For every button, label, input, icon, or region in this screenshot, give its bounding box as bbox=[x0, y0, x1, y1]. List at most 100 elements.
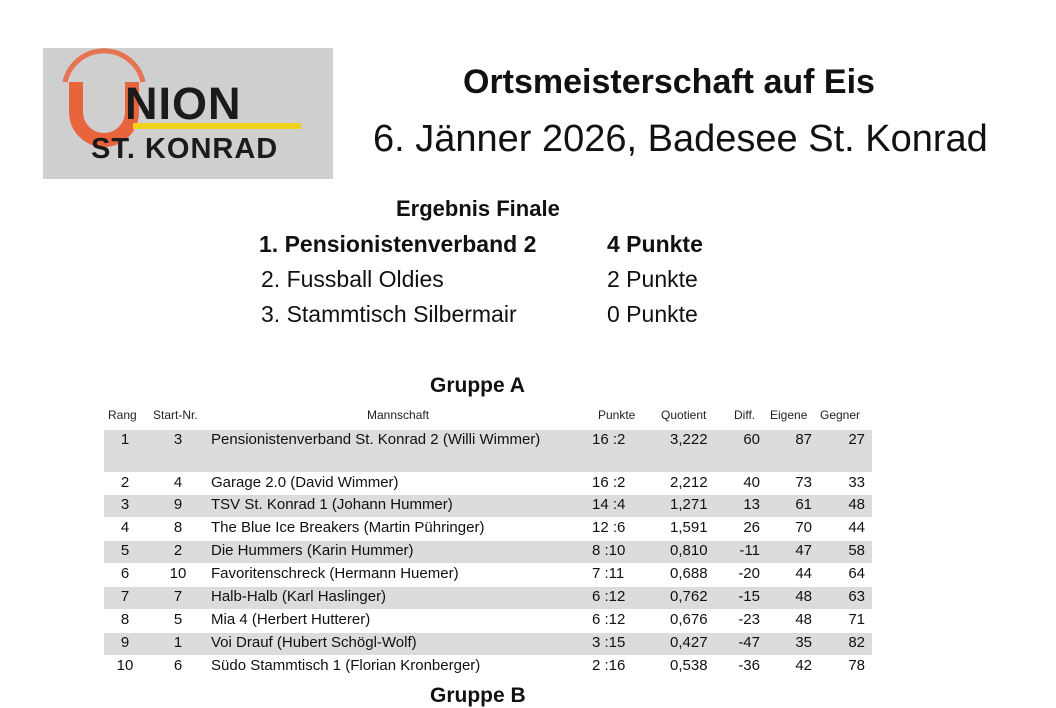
cell-rang: 3 bbox=[120, 496, 130, 513]
final-points: 0 Punkte bbox=[607, 301, 698, 327]
table-row: 10 6 Südo Stammtisch 1 (Florian Kronberger… bbox=[104, 656, 872, 678]
cell-rang: 8 bbox=[120, 611, 130, 628]
logo-place: ST. KONRAD bbox=[91, 133, 279, 165]
cell-gegner: 58 bbox=[848, 542, 865, 559]
cell-diff: -47 bbox=[738, 634, 760, 651]
cell-team: Die Hummers (Karin Hummer) bbox=[211, 542, 414, 559]
cell-start: 7 bbox=[173, 588, 183, 605]
cell-gegner: 78 bbox=[848, 657, 865, 674]
cell-start: 8 bbox=[173, 519, 183, 536]
cell-team: The Blue Ice Breakers (Martin Pühringer) bbox=[211, 519, 485, 536]
table-row: 8 5 Mia 4 (Herbert Hutterer) 6 :12 0,676 -23 4… bbox=[104, 610, 872, 632]
cell-punkte: 3 :15 bbox=[592, 634, 626, 651]
cell-rang: 7 bbox=[120, 588, 130, 605]
cell-punkte: 2 :16 bbox=[592, 657, 626, 674]
cell-gegner: 63 bbox=[848, 588, 865, 605]
cell-punkte: 14 :4 bbox=[592, 496, 626, 513]
cell-rang: 9 bbox=[120, 634, 130, 651]
final-points: 4 Punkte bbox=[607, 231, 703, 257]
group-b-heading: Gruppe B bbox=[430, 684, 526, 707]
page-subtitle: 6. Jänner 2026, Badesee St. Konrad bbox=[373, 118, 988, 160]
cell-eigene: 47 bbox=[795, 542, 812, 559]
cell-team: Mia 4 (Herbert Hutterer) bbox=[211, 611, 371, 628]
col-quotient: Quotient bbox=[661, 408, 707, 422]
cell-quotient: 0,427 bbox=[670, 634, 708, 651]
cell-start: 5 bbox=[173, 611, 183, 628]
cell-diff: -20 bbox=[738, 565, 760, 582]
cell-punkte: 6 :12 bbox=[592, 611, 626, 628]
cell-start: 1 bbox=[173, 634, 183, 651]
col-team: Mannschaft bbox=[367, 408, 430, 422]
cell-eigene: 61 bbox=[795, 496, 812, 513]
cell-rang: 10 bbox=[116, 657, 134, 674]
cell-rang: 4 bbox=[120, 519, 130, 536]
group-a-heading: Gruppe A bbox=[430, 374, 525, 397]
table-row: 6 10 Favoritenschreck (Hermann Huemer) 7 :1… bbox=[104, 564, 872, 586]
cell-quotient: 0,676 bbox=[670, 611, 708, 628]
col-gegner: Gegner bbox=[820, 408, 861, 422]
cell-team: TSV St. Konrad 1 (Johann Hummer) bbox=[211, 496, 453, 513]
table-row: 7 7 Halb-Halb (Karl Haslinger) 6 :12 0,762 -1… bbox=[104, 587, 872, 609]
cell-gegner: 64 bbox=[848, 565, 865, 582]
cell-eigene: 73 bbox=[795, 474, 812, 491]
page-title: Ortsmeisterschaft auf Eis bbox=[463, 63, 875, 101]
final-team: 3. Stammtisch Silbermair bbox=[261, 301, 517, 327]
cell-start: 2 bbox=[173, 542, 183, 559]
cell-start: 9 bbox=[173, 496, 183, 513]
cell-quotient: 0,688 bbox=[670, 565, 708, 582]
cell-diff: -23 bbox=[738, 611, 760, 628]
table-row: 4 8 The Blue Ice Breakers (Martin Pühringe… bbox=[104, 518, 872, 540]
cell-diff: -36 bbox=[738, 657, 760, 674]
logo-u-ring-icon bbox=[62, 48, 146, 147]
cell-quotient: 0,810 bbox=[670, 542, 708, 559]
cell-eigene: 44 bbox=[795, 565, 812, 582]
final-heading: Ergebnis Finale bbox=[396, 196, 560, 221]
cell-team: Pensionistenverband St. Konrad 2 (Willi … bbox=[211, 431, 541, 448]
cell-gegner: 71 bbox=[848, 611, 865, 628]
cell-eigene: 48 bbox=[795, 588, 812, 605]
cell-punkte: 16 :2 bbox=[592, 474, 626, 491]
cell-rang: 2 bbox=[120, 474, 130, 491]
cell-gegner: 27 bbox=[848, 431, 865, 448]
cell-quotient: 0,538 bbox=[670, 657, 708, 674]
final-points: 2 Punkte bbox=[607, 266, 698, 292]
cell-diff: 26 bbox=[743, 519, 760, 536]
cell-gegner: 44 bbox=[848, 519, 865, 536]
cell-diff: 13 bbox=[743, 496, 760, 513]
cell-diff: 60 bbox=[743, 431, 760, 448]
cell-quotient: 0,762 bbox=[670, 588, 708, 605]
table-row: 1 3 Pensionistenverband St. Konrad 2 (Will… bbox=[104, 430, 872, 472]
final-team: 1. Pensionistenverband 2 bbox=[259, 231, 537, 257]
cell-diff: -15 bbox=[738, 588, 760, 605]
cell-start: 3 bbox=[173, 431, 183, 448]
col-punkte: Punkte bbox=[598, 408, 636, 422]
logo-word: NION bbox=[125, 78, 242, 129]
union-st-konrad-logo: NION ST. KONRAD bbox=[43, 48, 333, 179]
cell-quotient: 3,222 bbox=[670, 431, 708, 448]
cell-diff: 40 bbox=[743, 474, 760, 491]
cell-eigene: 35 bbox=[795, 634, 812, 651]
cell-rang: 1 bbox=[120, 431, 130, 448]
cell-team: Garage 2.0 (David Wimmer) bbox=[211, 474, 399, 491]
col-eigene: Eigene bbox=[770, 408, 808, 422]
cell-eigene: 87 bbox=[795, 431, 812, 448]
col-diff: Diff. bbox=[734, 408, 756, 422]
final-team: 2. Fussball Oldies bbox=[261, 266, 444, 292]
cell-start: 4 bbox=[173, 474, 183, 491]
cell-gegner: 48 bbox=[848, 496, 865, 513]
cell-team: Voi Drauf (Hubert Schögl-Wolf) bbox=[211, 634, 417, 651]
logo-underline bbox=[133, 123, 301, 129]
col-start: Start-Nr. bbox=[153, 408, 198, 422]
cell-team: Halb-Halb (Karl Haslinger) bbox=[211, 588, 387, 605]
cell-quotient: 2,212 bbox=[670, 474, 708, 491]
table-row: 2 4 Garage 2.0 (David Wimmer) 16 :2 2,212 40 7… bbox=[104, 473, 872, 495]
cell-quotient: 1,591 bbox=[670, 519, 708, 536]
cell-diff: -11 bbox=[739, 542, 760, 559]
cell-team: Südo Stammtisch 1 (Florian Kronberger) bbox=[211, 657, 481, 674]
cell-start: 6 bbox=[173, 657, 183, 674]
cell-rang: 5 bbox=[120, 542, 130, 559]
cell-team: Favoritenschreck (Hermann Huemer) bbox=[211, 565, 459, 582]
cell-punkte: 8 :10 bbox=[592, 542, 626, 559]
cell-eigene: 42 bbox=[795, 657, 812, 674]
col-rang: Rang bbox=[108, 408, 137, 422]
